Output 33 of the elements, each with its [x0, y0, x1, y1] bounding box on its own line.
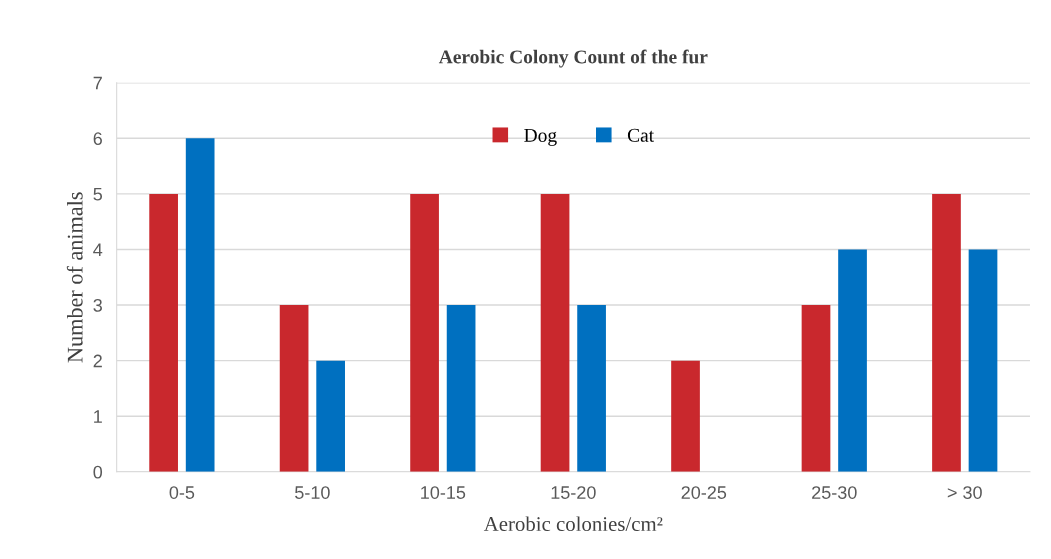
- bar: [932, 193, 961, 472]
- bar: [968, 249, 998, 472]
- y-tick-label: 2: [93, 354, 102, 368]
- bar: [149, 193, 178, 472]
- y-tick-label: 0: [93, 465, 103, 479]
- bar: [671, 360, 700, 472]
- chart-title: Aerobic Colony Count of the fur: [438, 49, 708, 68]
- legend-label: Dog: [524, 128, 557, 146]
- y-axis-title: Number of animals: [66, 192, 83, 363]
- bar: [185, 138, 215, 472]
- x-tick-label: 5-10: [295, 486, 330, 499]
- x-axis-title: Aerobic colonies/cm²: [483, 516, 663, 532]
- x-tick-label: > 30: [947, 486, 982, 499]
- y-tick-label: 4: [93, 243, 103, 257]
- bar: [540, 193, 570, 472]
- bar: [838, 249, 867, 472]
- y-tick-label: 7: [93, 76, 102, 90]
- bar: [316, 360, 345, 472]
- bar: [410, 193, 439, 472]
- x-tick-label: 25-30: [812, 486, 857, 499]
- bar: [446, 305, 476, 472]
- bar: [801, 305, 831, 472]
- x-tick-label: 20-25: [681, 486, 727, 499]
- y-tick-label: 6: [93, 132, 102, 146]
- x-tick-label: 10-15: [421, 486, 466, 499]
- y-tick-label: 5: [93, 188, 103, 201]
- x-tick-label: 0-5: [169, 486, 195, 499]
- bar: [577, 305, 606, 472]
- legend-label: Cat: [627, 128, 655, 142]
- y-tick-label: 3: [93, 298, 102, 312]
- y-tick-label: 1: [94, 410, 102, 423]
- bar: [279, 305, 309, 472]
- x-tick-label: 15-20: [551, 486, 596, 499]
